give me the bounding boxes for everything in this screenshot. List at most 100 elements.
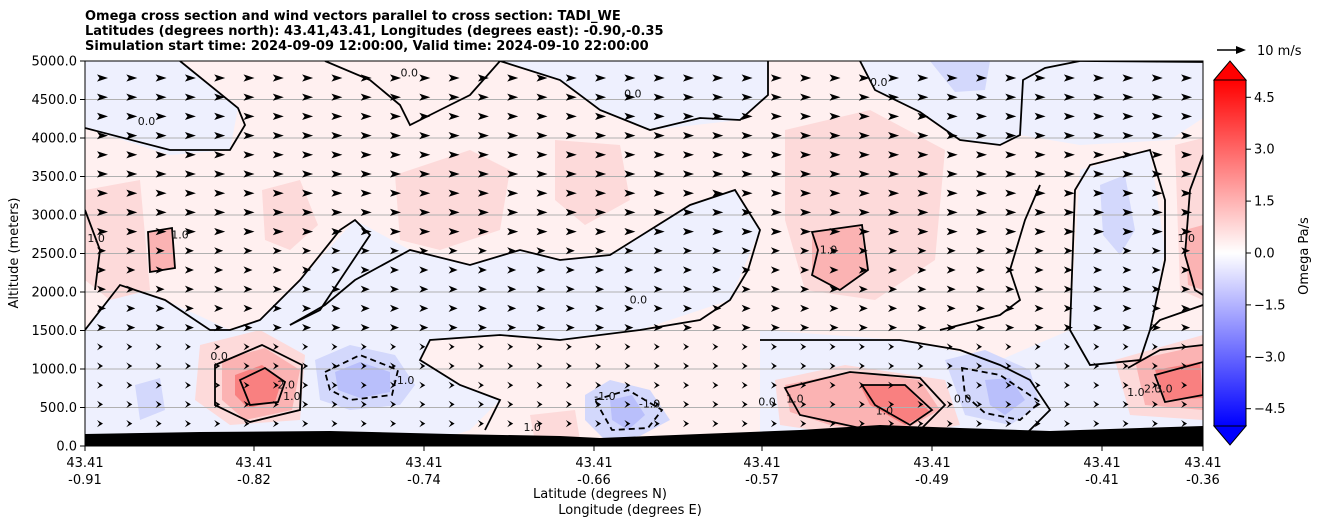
contour-one: [147, 226, 176, 274]
wind-vector-arrow: [888, 304, 898, 312]
wind-vector-arrow: [1093, 343, 1100, 351]
wind-vector-arrow: [536, 112, 548, 120]
wind-vector-arrow: [829, 247, 839, 255]
wind-vector-arrow: [976, 228, 987, 236]
wind-vector-arrow: [331, 400, 338, 408]
wind-vector-arrow: [1151, 381, 1158, 389]
wind-vector-arrow: [272, 74, 284, 82]
wind-vector-arrow: [888, 400, 895, 408]
wind-vector-arrow: [624, 324, 634, 332]
wind-vector-arrow: [1005, 208, 1017, 216]
wind-vector-arrow: [419, 93, 431, 101]
wind-vector-arrow: [770, 285, 780, 293]
wind-vector-arrow: [448, 266, 458, 274]
wind-vector-arrow: [1063, 343, 1070, 351]
wind-vector-arrow: [888, 112, 900, 120]
wind-vector-arrow: [184, 170, 196, 178]
wind-vector-arrow: [565, 208, 577, 216]
wind-vector-arrow: [390, 208, 401, 216]
wind-vector-arrow: [1181, 151, 1193, 159]
wind-vector-arrow: [1181, 208, 1193, 216]
wind-vector-arrow: [595, 228, 607, 236]
wind-vector-arrow: [800, 362, 807, 370]
wind-vector-arrow: [214, 381, 221, 389]
wind-vector-arrow: [184, 208, 196, 216]
y-tick-label-3: 1500.0: [32, 324, 78, 339]
wind-vector-arrow: [302, 381, 309, 389]
wind-vector-arrow: [565, 285, 575, 293]
wind-vector-arrow: [946, 228, 958, 236]
wind-vector-arrow: [126, 132, 138, 140]
contour-label-3: 0.0: [870, 76, 888, 89]
wind-vector-arrow: [888, 132, 900, 140]
wind-vector-arrow: [1093, 324, 1103, 332]
wind-vector-arrow: [946, 343, 953, 351]
wind-vector-arrow: [1093, 189, 1105, 197]
wind-vector-arrow: [126, 324, 136, 332]
wind-vector-arrow: [1034, 247, 1044, 255]
omega-core-negative: [985, 378, 1025, 415]
x-tick-label-lat-3: 43.41: [575, 456, 612, 471]
wind-vector-arrow: [214, 324, 224, 332]
wind-vector-arrow: [1005, 304, 1015, 312]
wind-vector-arrow: [653, 304, 663, 312]
wind-vector-arrow: [653, 112, 665, 120]
wind-vector-arrow: [829, 362, 836, 370]
wind-vector-arrow: [448, 304, 458, 312]
wind-vector-arrow: [565, 74, 577, 82]
contour-label-15: 1.0: [523, 421, 541, 434]
wind-vector-arrow: [1063, 74, 1075, 82]
wind-vector-arrow: [1181, 381, 1188, 389]
wind-vector-arrow: [536, 74, 548, 82]
wind-vector-arrow: [800, 228, 812, 236]
wind-vector-arrow: [1122, 170, 1134, 178]
wind-vector-arrow: [800, 93, 812, 101]
wind-vector-arrow: [653, 189, 665, 197]
wind-vector-arrow: [1005, 285, 1015, 293]
wind-vector-arrow: [536, 228, 548, 236]
wind-vector-arrow: [155, 266, 165, 274]
wind-vector-arrow: [829, 381, 836, 389]
wind-vector-arrow: [1122, 247, 1132, 255]
wind-vector-arrow: [829, 74, 841, 82]
wind-vector-arrow: [829, 151, 841, 159]
wind-vector-arrow: [126, 381, 133, 389]
wind-vector-arrow: [1151, 151, 1163, 159]
wind-vector-arrow: [683, 189, 694, 197]
wind-vector-arrow: [507, 400, 514, 408]
wind-vector-arrow: [536, 170, 548, 178]
wind-vector-arrow: [448, 228, 460, 236]
contour-label-14: -1.0: [639, 398, 660, 411]
wind-vector-arrow: [624, 266, 634, 274]
wind-vector-arrow: [331, 93, 343, 101]
wind-vector-arrow: [770, 93, 782, 101]
wind-vector-arrow: [741, 400, 748, 408]
wind-vector-arrow: [741, 208, 753, 216]
wind-vector-arrow: [507, 74, 519, 82]
wind-vector-arrow: [1151, 74, 1163, 82]
contour-label-18: 1.0: [876, 405, 894, 418]
wind-vector-arrow: [770, 208, 782, 216]
wind-vector-arrow: [331, 266, 341, 274]
wind-vector-arrow: [243, 74, 255, 82]
colorbar-tick-label-2: −1.5: [1254, 298, 1286, 313]
wind-vector-arrow: [565, 228, 577, 236]
x-tick-label-lon-0: -0.91: [68, 473, 102, 488]
omega-core-positive: [812, 225, 868, 290]
contour-label-22: 3.0: [1155, 382, 1173, 395]
wind-vector-arrow: [331, 420, 338, 428]
x-tick-label-lat-1: 43.41: [235, 456, 272, 471]
wind-vector-arrow: [624, 74, 636, 82]
wind-vector-arrow: [390, 343, 396, 351]
wind-vector-arrow: [390, 132, 401, 140]
wind-vector-arrow: [507, 343, 514, 351]
wind-vector-arrow: [976, 74, 987, 82]
contour-lines: [85, 61, 1203, 441]
colorbar-max-extend: [1212, 60, 1248, 81]
wind-vector-arrow: [1151, 362, 1158, 370]
omega-region-positive: [555, 140, 630, 225]
wind-vector-arrow: [800, 112, 812, 120]
wind-vector-arrow: [390, 170, 401, 178]
wind-vector-arrow: [595, 247, 605, 255]
wind-vector-arrow: [653, 170, 665, 178]
